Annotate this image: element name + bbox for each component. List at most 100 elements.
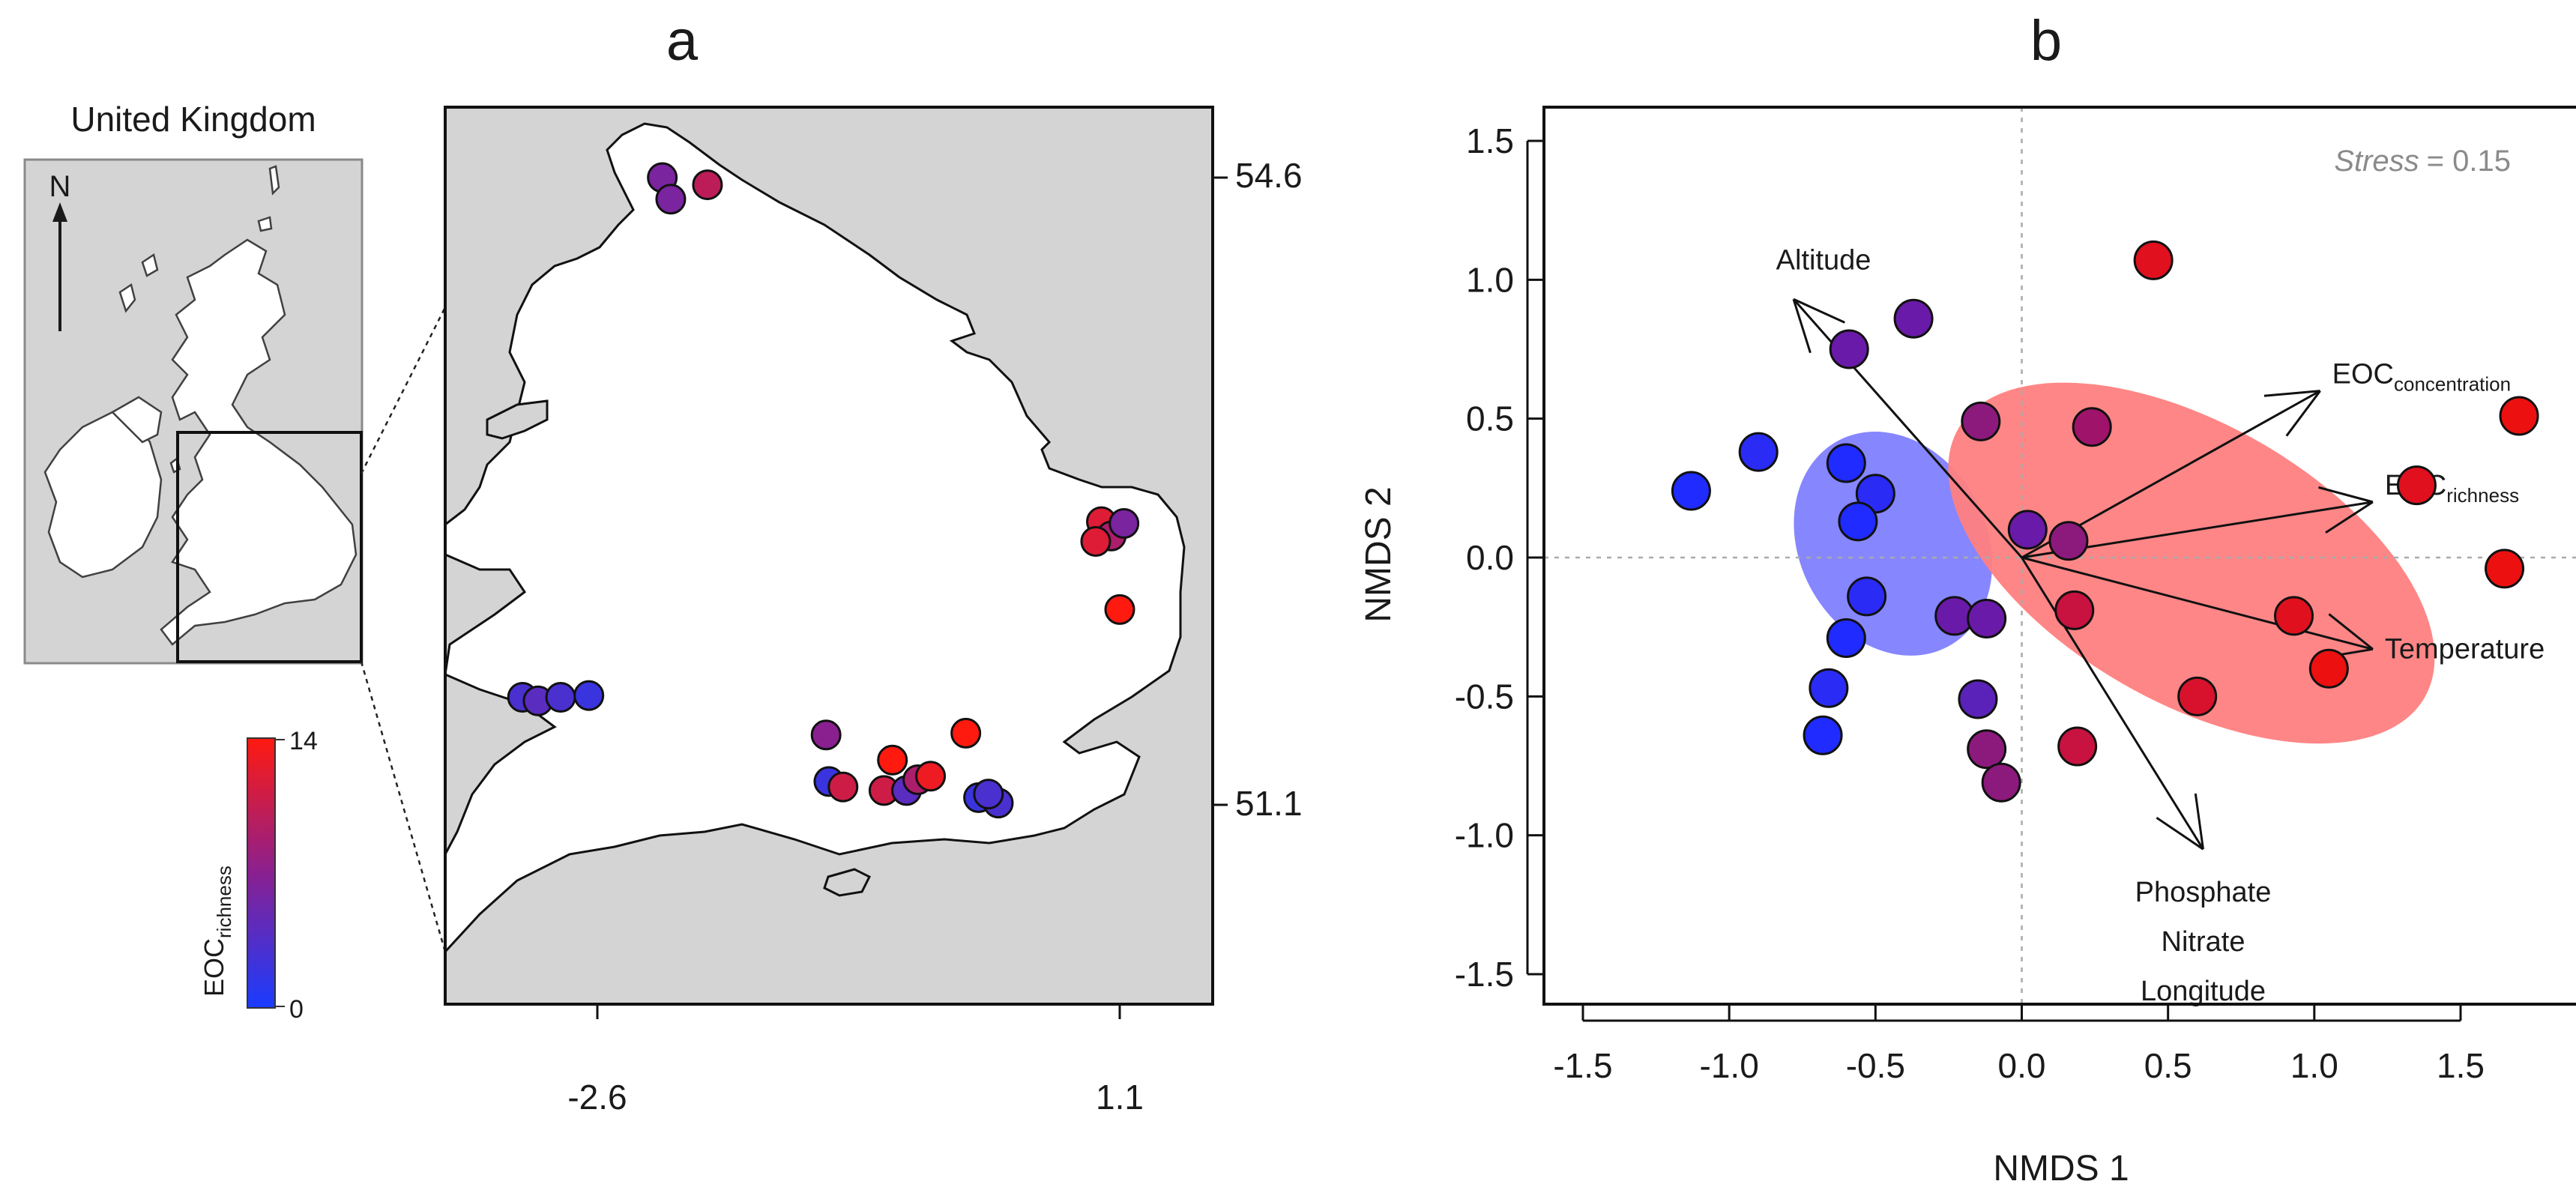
y-tick-label-4: 0.0 <box>1466 538 1514 577</box>
x-tick-label-6: 1.0 <box>2290 1046 2338 1085</box>
x-tick-label-1: -1.5 <box>1553 1046 1612 1085</box>
map-points <box>507 162 1140 819</box>
nmds-frame <box>1542 106 2576 1006</box>
colorbar-max-label: 14 <box>289 727 318 755</box>
great-britain-outline <box>160 238 358 646</box>
isle-of-wight <box>823 868 872 897</box>
vector-arrowhead-2l <box>2263 390 2320 397</box>
zoom-connector-bottom <box>360 661 447 952</box>
nmds-point-5 <box>1838 501 1878 542</box>
nmds-point-19 <box>2007 510 2048 550</box>
nmds-point-24 <box>2177 676 2218 716</box>
vector-label-2: EOCconcentration <box>2332 359 2511 396</box>
vector-arrowhead-1r <box>1793 298 1845 324</box>
nmds-point-26 <box>2308 648 2349 689</box>
nmds-point-27 <box>2396 465 2437 506</box>
nmds-point-23 <box>2133 240 2174 280</box>
northern-ireland-outline <box>110 396 163 444</box>
colorbar-label-sub: richness <box>213 866 235 938</box>
ellipse-low-richness <box>1794 432 1993 656</box>
north-arrow-icon <box>52 202 67 222</box>
vector-label-5: Phosphate <box>2135 877 2272 908</box>
nmds-point-7 <box>1826 617 1866 658</box>
x-tick-label-7: 1.5 <box>2437 1046 2485 1085</box>
nmds-point-21 <box>2054 590 2095 630</box>
map-point-11 <box>545 682 576 713</box>
estuary-inlet <box>486 399 549 440</box>
map-point-24 <box>973 779 1004 810</box>
nmds-point-10 <box>1829 329 1869 369</box>
nmds-point-6 <box>1847 576 1887 617</box>
nmds-point-1 <box>1671 471 1711 511</box>
england-wales-landmass <box>444 122 1186 955</box>
y-tick-label-6: 1.0 <box>1466 260 1514 299</box>
vector-arrow-4 <box>2021 556 2374 650</box>
map-point-13 <box>810 719 842 751</box>
north-label: N <box>49 170 71 203</box>
lat-label-2: 51.1 <box>1235 784 1303 823</box>
nmds-point-8 <box>1809 668 1849 708</box>
nmds-point-22 <box>2057 726 2098 767</box>
nmds-point-29 <box>2499 396 2539 436</box>
y-axis-title: NMDS 2 <box>1359 486 1399 622</box>
map-point-20 <box>915 761 947 792</box>
x-tick-label-2: -1.0 <box>1700 1046 1759 1085</box>
nmds-point-2 <box>1738 432 1779 472</box>
x-tick-label-5: 0.5 <box>2144 1046 2192 1085</box>
vector-arrowhead-5l <box>2194 793 2204 850</box>
nmds-point-28 <box>2485 549 2525 589</box>
stress-label: Stress <box>2334 145 2419 178</box>
hebrides-outline <box>118 253 159 313</box>
nmds-point-25 <box>2274 596 2314 636</box>
nmds-ellipses <box>1794 382 2435 744</box>
nmds-point-11 <box>1893 298 1934 339</box>
vector-label-1: Altitude <box>1776 244 1871 276</box>
vector-arrowhead-4l <box>2328 613 2374 650</box>
zoom-box <box>176 431 363 663</box>
vector-label-sub-2: concentration <box>2394 373 2511 396</box>
vector-label-4: Temperature <box>2385 633 2545 665</box>
map-point-2 <box>655 184 687 215</box>
nmds-point-17 <box>1967 729 2007 770</box>
panel-a-label: a <box>666 9 699 73</box>
panel-b-label: b <box>2030 9 2062 73</box>
nmds-points <box>1671 240 2539 803</box>
map-point-15 <box>827 771 859 803</box>
vector-arrow-5 <box>2021 557 2204 850</box>
y-tick-label-3: -0.5 <box>1455 677 1514 716</box>
x-tick-label-4: 0.0 <box>1998 1046 2046 1085</box>
vector-arrowhead-1l <box>1792 298 1812 354</box>
vector-arrowhead-5r <box>2156 816 2204 851</box>
lon-label-2: 1.1 <box>1096 1078 1144 1117</box>
shetland-outline <box>268 165 280 196</box>
stress-value: = 0.15 <box>2427 145 2511 178</box>
y-tick-label-2: -1.0 <box>1455 816 1514 855</box>
y-tick-label-5: 0.5 <box>1466 399 1514 438</box>
vector-arrowhead-2r <box>2285 390 2321 437</box>
nmds-point-12 <box>1961 401 2001 441</box>
panel-a: a United Kingdom N 14 0 EOCrichness <box>23 9 1303 1117</box>
vector-label-7: Longitude <box>2141 976 2266 1007</box>
nmds-point-15 <box>1967 599 2007 639</box>
map-frame <box>444 106 1214 1006</box>
zoom-connector-top <box>360 306 447 474</box>
panel-b: b AltitudeEOCconcentrationEOCrichnessTem… <box>1359 9 2576 1189</box>
nmds-axes: -1.5 -1.0 -0.5 0.0 0.5 1.0 1.5 -1.5 -1.0 -0.5 0.0 0… <box>1359 121 2485 1189</box>
map-point-8 <box>1104 594 1135 625</box>
colorbar-min-label: 0 <box>289 995 304 1024</box>
nmds-point-20 <box>2048 521 2089 561</box>
inset-title: United Kingdom <box>70 100 316 139</box>
lon-label-1: -2.6 <box>567 1078 627 1117</box>
nmds-point-13 <box>2072 407 2112 447</box>
vector-label-6: Nitrate <box>2162 926 2245 958</box>
map-point-6 <box>1108 508 1140 540</box>
stress-annotation: Stress = 0.15 <box>2334 145 2511 178</box>
nmds-point-16 <box>1958 679 1998 719</box>
colorbar-label: EOCrichness <box>199 866 235 997</box>
map-point-16 <box>877 744 908 776</box>
nmds-point-3 <box>1826 443 1866 483</box>
vector-label-sub-3: richness <box>2446 484 2519 507</box>
vector-arrowhead-3l <box>2318 486 2374 504</box>
colorbar-label-main: EOC <box>199 938 229 997</box>
